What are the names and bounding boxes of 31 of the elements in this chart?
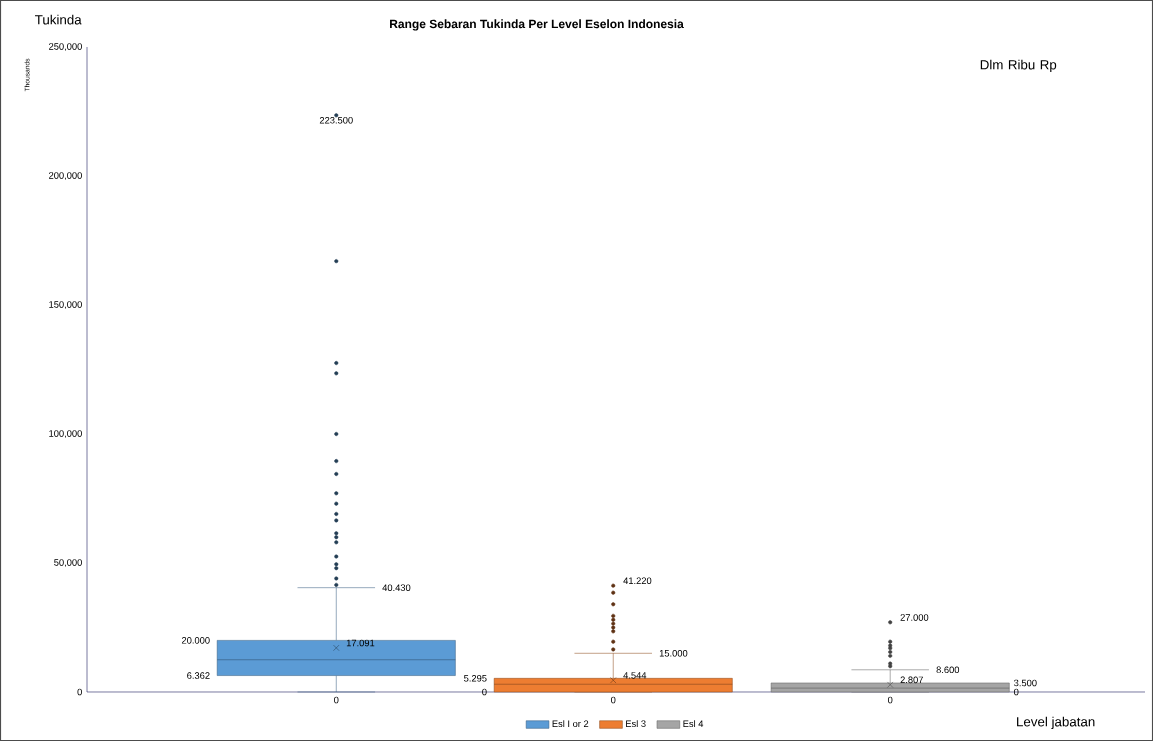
y-tick-label: 250,000 (49, 43, 82, 51)
annotation: 27.000 (900, 614, 929, 621)
legend-label: Esl I or 2 (552, 720, 589, 728)
annotation: 0 (1014, 688, 1019, 696)
annotation: 17.091 (346, 639, 375, 647)
annotation: 41.220 (623, 577, 652, 585)
legend-label: Esl 3 (626, 720, 646, 728)
y-tick-label: 200,000 (49, 172, 82, 180)
annotation: 223.500 (319, 116, 353, 124)
annotation: 20.000 (181, 637, 210, 644)
text: Tukinda (35, 14, 82, 25)
y-tick-label: 50,000 (54, 559, 82, 567)
annotation: 5.295 (464, 675, 487, 682)
chart-title: Range Sebaran Tukinda Per Level Eselon Indonesia (390, 19, 684, 31)
legend-label: Esl 4 (683, 720, 704, 728)
x-axis-title: Level jabatan (1017, 716, 1095, 730)
annotation: 40.430 (382, 584, 411, 591)
annotation: 8.600 (936, 666, 960, 674)
y-tick-label: 150,000 (49, 301, 82, 309)
annotation: 6.362 (187, 672, 210, 679)
annotation: 15.000 (659, 649, 688, 657)
x-tick-label: 0 (334, 696, 339, 704)
y-tick-label: 0 (77, 688, 82, 696)
x-tick-label: 0 (887, 696, 893, 704)
annotation: 4.544 (623, 672, 647, 679)
annotation: 3.500 (1014, 679, 1037, 687)
annotation: 0 (482, 688, 487, 696)
annotation: 2.807 (900, 676, 923, 684)
x-tick-label: 0 (611, 696, 616, 704)
y-tick-label: 100,000 (49, 430, 82, 438)
annotation: Dlm Ribu Rp (980, 59, 1057, 73)
